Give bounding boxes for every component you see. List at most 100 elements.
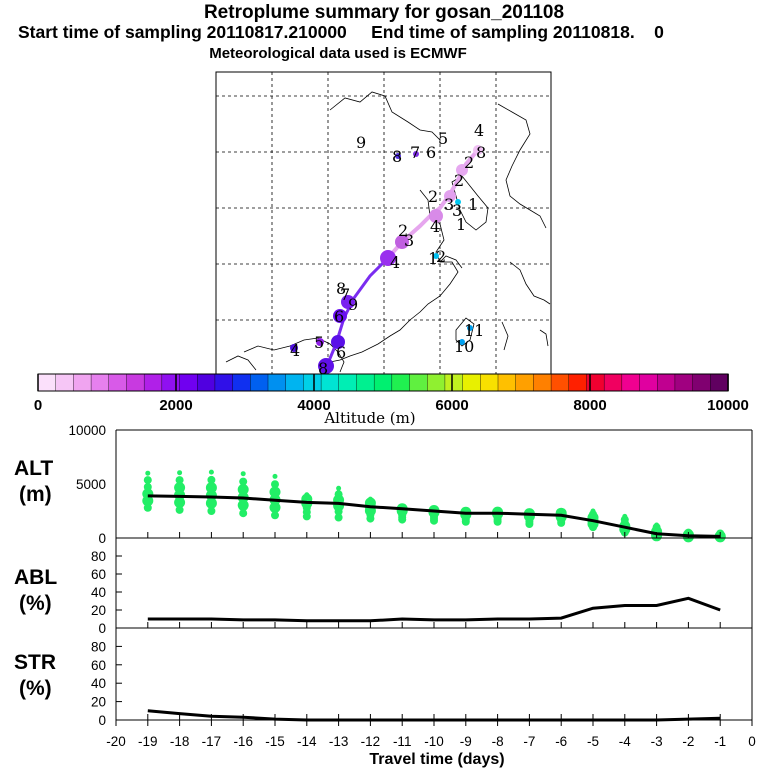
x-tick-label: -8 xyxy=(492,734,504,749)
map-trajectory-label: 8 xyxy=(318,359,328,378)
colorbar-swatch xyxy=(444,373,464,392)
colorbar-swatch xyxy=(550,373,570,392)
colorbar-tick-label: 8000 xyxy=(573,397,606,414)
alt-scatter-dot xyxy=(143,483,152,491)
alt-scatter-dot xyxy=(654,522,660,528)
trajectory-marker xyxy=(333,309,347,323)
alt-scatter-dot xyxy=(269,502,281,513)
x-tick-label: -4 xyxy=(619,734,631,749)
map-trajectory-label: 4 xyxy=(290,341,300,360)
colorbar-swatch xyxy=(657,373,676,392)
trajectory-marker xyxy=(467,325,473,331)
y-tick-label: 80 xyxy=(91,549,106,564)
colorbar-ticks: 0 2000 4000 6000 8000 10000 xyxy=(34,374,749,414)
colorbar-swatch xyxy=(73,373,92,392)
alt-scatter-dots xyxy=(142,469,726,543)
map-trajectory-label: 2 xyxy=(398,221,408,240)
str-yticks: 80 60 40 20 0 xyxy=(91,639,122,728)
colorbar-swatch xyxy=(108,373,128,392)
trajectory-marker xyxy=(395,235,409,249)
x-tick-label: -17 xyxy=(202,734,222,749)
alt-scatter-dot xyxy=(205,497,217,509)
map-trajectory-label: 1 xyxy=(468,195,478,214)
colorbar-swatch xyxy=(250,373,269,392)
map-trajectory-label: 6 xyxy=(336,343,346,362)
map-trajectory-label: 11 xyxy=(464,321,484,340)
alt-panel-label: ALT xyxy=(14,457,53,480)
colorbar-swatch xyxy=(320,373,340,392)
colorbar-swatch xyxy=(515,373,535,392)
y-tick-label: 40 xyxy=(91,585,106,600)
colorbar-swatch xyxy=(409,373,428,392)
colorbar-swatch xyxy=(568,373,588,392)
x-tick-label: -15 xyxy=(265,734,285,749)
map-trajectory-label: 5 xyxy=(314,333,324,352)
alt-scatter-dot xyxy=(685,529,691,534)
alt-scatter-dot xyxy=(334,490,343,499)
colorbar-swatch xyxy=(427,373,446,392)
x-tick-label: -3 xyxy=(651,734,663,749)
map-trajectory-label: 2 xyxy=(436,247,446,266)
alt-ytick-label: 10000 xyxy=(68,423,106,438)
colorbar-swatch xyxy=(179,373,198,392)
alt-panel: ALT (m) 10000 5000 0 xyxy=(14,423,753,546)
alt-scatter-dot xyxy=(205,482,217,494)
map-trajectory-label: 6 xyxy=(334,307,344,326)
x-tick-label: -19 xyxy=(138,734,158,749)
sampling-time-subtitle: Start time of sampling 20110817.210000 E… xyxy=(18,22,664,42)
trajectory-marker xyxy=(473,145,483,155)
colorbar-swatch xyxy=(710,373,729,392)
x-tick-label: -11 xyxy=(393,734,412,749)
colorbar-label: Altitude (m) xyxy=(323,409,415,427)
map-trajectory-label: 8 xyxy=(392,147,402,166)
alt-scatter-dot xyxy=(622,513,628,519)
map-trajectory-label: 9 xyxy=(348,295,358,314)
alt-scatter-dot xyxy=(237,484,249,495)
alt-scatter-dot xyxy=(590,508,596,514)
map-frame xyxy=(215,71,552,375)
y-tick-label: 40 xyxy=(91,676,106,691)
colorbar-swatch xyxy=(356,373,375,392)
alt-scatter-dot xyxy=(207,475,216,484)
map-trajectory-label: 7 xyxy=(410,143,420,162)
abl-panel-label: ABL xyxy=(14,566,57,589)
trajectory-marker xyxy=(429,209,443,223)
x-axis-ticks: -20 -19 -18 -17 -16 -15 -14 -13 -12 -11 -10 -9 -8 -7-… xyxy=(106,532,756,749)
colorbar-swatch xyxy=(303,373,322,392)
abl-line xyxy=(147,596,721,623)
map-trajectory-label: 10 xyxy=(454,337,474,356)
alt-scatter-dot xyxy=(177,470,183,476)
colorbar-swatch xyxy=(267,373,287,392)
alt-scatter-dot xyxy=(174,482,186,494)
y-tick-label: 60 xyxy=(91,567,106,582)
str-panel-frame xyxy=(115,627,753,721)
colorbar-swatch xyxy=(143,373,163,392)
x-tick-label: -2 xyxy=(682,734,694,749)
trajectory-track xyxy=(290,145,483,374)
colorbar-swatch xyxy=(639,373,658,392)
x-tick-label: -7 xyxy=(523,734,535,749)
map-trajectory-label: 2 xyxy=(454,171,464,190)
x-axis-title: Travel time (days) xyxy=(369,751,504,768)
trajectory-marker xyxy=(290,344,298,352)
trajectory-marker xyxy=(380,250,396,266)
alt-scatter-dot xyxy=(463,507,469,513)
colorbar-swatch xyxy=(586,373,605,392)
str-panel-label: STR xyxy=(14,651,56,674)
trajectory-marker xyxy=(395,153,401,159)
colorbar-swatch xyxy=(533,373,552,392)
map-trajectory-label: 8 xyxy=(336,279,346,298)
colorbar-swatches xyxy=(37,373,729,392)
abl-panel-frame xyxy=(115,537,753,629)
alt-scatter-dot xyxy=(237,499,249,511)
colorbar-swatch xyxy=(232,373,252,392)
x-tick-label: -14 xyxy=(297,734,317,749)
trajectory-marker xyxy=(316,338,324,346)
alt-scatter-dot xyxy=(240,471,246,477)
map-trajectory-label: 3 xyxy=(452,201,462,220)
trajectory-marker xyxy=(331,335,345,349)
map-trajectory-label: 2 xyxy=(428,187,438,206)
trajectory-marker xyxy=(444,190,456,202)
colorbar-swatch xyxy=(621,373,641,392)
colorbar-tick-label: 0 xyxy=(34,397,42,414)
